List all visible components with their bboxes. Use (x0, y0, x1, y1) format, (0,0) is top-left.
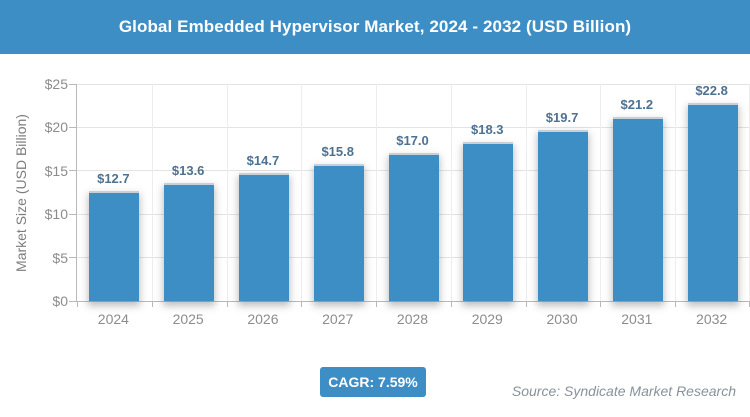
bar (313, 163, 364, 301)
y-tick-label: $15 (44, 162, 68, 179)
bar (612, 116, 663, 301)
x-axis-tick (77, 302, 78, 307)
bar-value-label: $13.6 (171, 162, 205, 178)
plot-area (69, 83, 750, 307)
gridline-horizontal (77, 126, 750, 128)
gridline-vertical (226, 84, 228, 301)
bar (164, 182, 215, 301)
x-tick-label: 2029 (471, 311, 503, 327)
x-axis-tick (450, 302, 452, 307)
y-axis-tick (69, 126, 76, 128)
gridline-vertical (525, 84, 527, 301)
x-axis-tick (525, 302, 527, 307)
bar-value-label: $17.0 (396, 133, 429, 149)
x-tick-label: 2030 (546, 311, 578, 327)
x-axis-tick (226, 302, 228, 307)
y-tick-label: $0 (52, 293, 68, 309)
bar-value-label: $21.2 (620, 96, 654, 112)
bar-value-label: $22.8 (695, 83, 728, 99)
x-tick-label: 2025 (172, 311, 204, 327)
x-axis-tick (675, 302, 677, 307)
bar (89, 190, 140, 301)
y-tick-label: $25 (44, 76, 68, 92)
y-tick-label: $10 (44, 206, 68, 223)
gridline-vertical (600, 84, 602, 301)
gridline-vertical (376, 84, 378, 301)
y-axis-tick (69, 170, 76, 172)
bar (463, 142, 514, 301)
x-axis-tick (151, 302, 153, 307)
bar (238, 173, 289, 301)
y-axis-title: Market Size (USD Billion) (13, 114, 29, 272)
y-axis-tick (69, 83, 76, 85)
bar-value-label: $14.7 (246, 153, 280, 169)
cagr-label: CAGR: 7.59% (328, 374, 418, 390)
bar (687, 103, 738, 301)
chart-title-banner: Global Embedded Hypervisor Market, 2024 … (0, 0, 750, 54)
y-axis-tick (69, 257, 76, 259)
bar-value-label: $19.7 (545, 110, 579, 125)
gridline-horizontal (77, 83, 750, 85)
x-tick-label: 2026 (247, 311, 279, 327)
x-tick-label: 2028 (396, 311, 429, 327)
bar-value-label: $15.8 (321, 143, 354, 159)
x-tick-label: 2027 (322, 311, 354, 327)
bar-value-label: $12.7 (97, 170, 130, 186)
gridline-vertical (151, 84, 153, 301)
bar (538, 130, 589, 301)
bar-value-label: $18.3 (470, 122, 504, 138)
x-tick-label: 2031 (621, 311, 653, 327)
y-tick-label: $5 (52, 249, 68, 266)
gridline-vertical (301, 84, 303, 301)
source-attribution: Source: Syndicate Market Research (511, 383, 736, 399)
y-axis-tick (69, 213, 76, 215)
x-axis-tick (301, 302, 303, 307)
cagr-badge: CAGR: 7.59% (320, 367, 426, 397)
y-tick-label: $20 (44, 119, 68, 136)
x-axis-tick (600, 302, 602, 307)
y-axis-tick (69, 300, 76, 302)
chart-title: Global Embedded Hypervisor Market, 2024 … (118, 17, 632, 36)
x-axis-tick (376, 302, 378, 307)
gridline-vertical (675, 84, 677, 301)
bar (388, 153, 439, 301)
gridline-vertical (450, 84, 452, 301)
x-tick-label: 2032 (696, 311, 728, 327)
x-tick-label: 2024 (97, 311, 129, 327)
